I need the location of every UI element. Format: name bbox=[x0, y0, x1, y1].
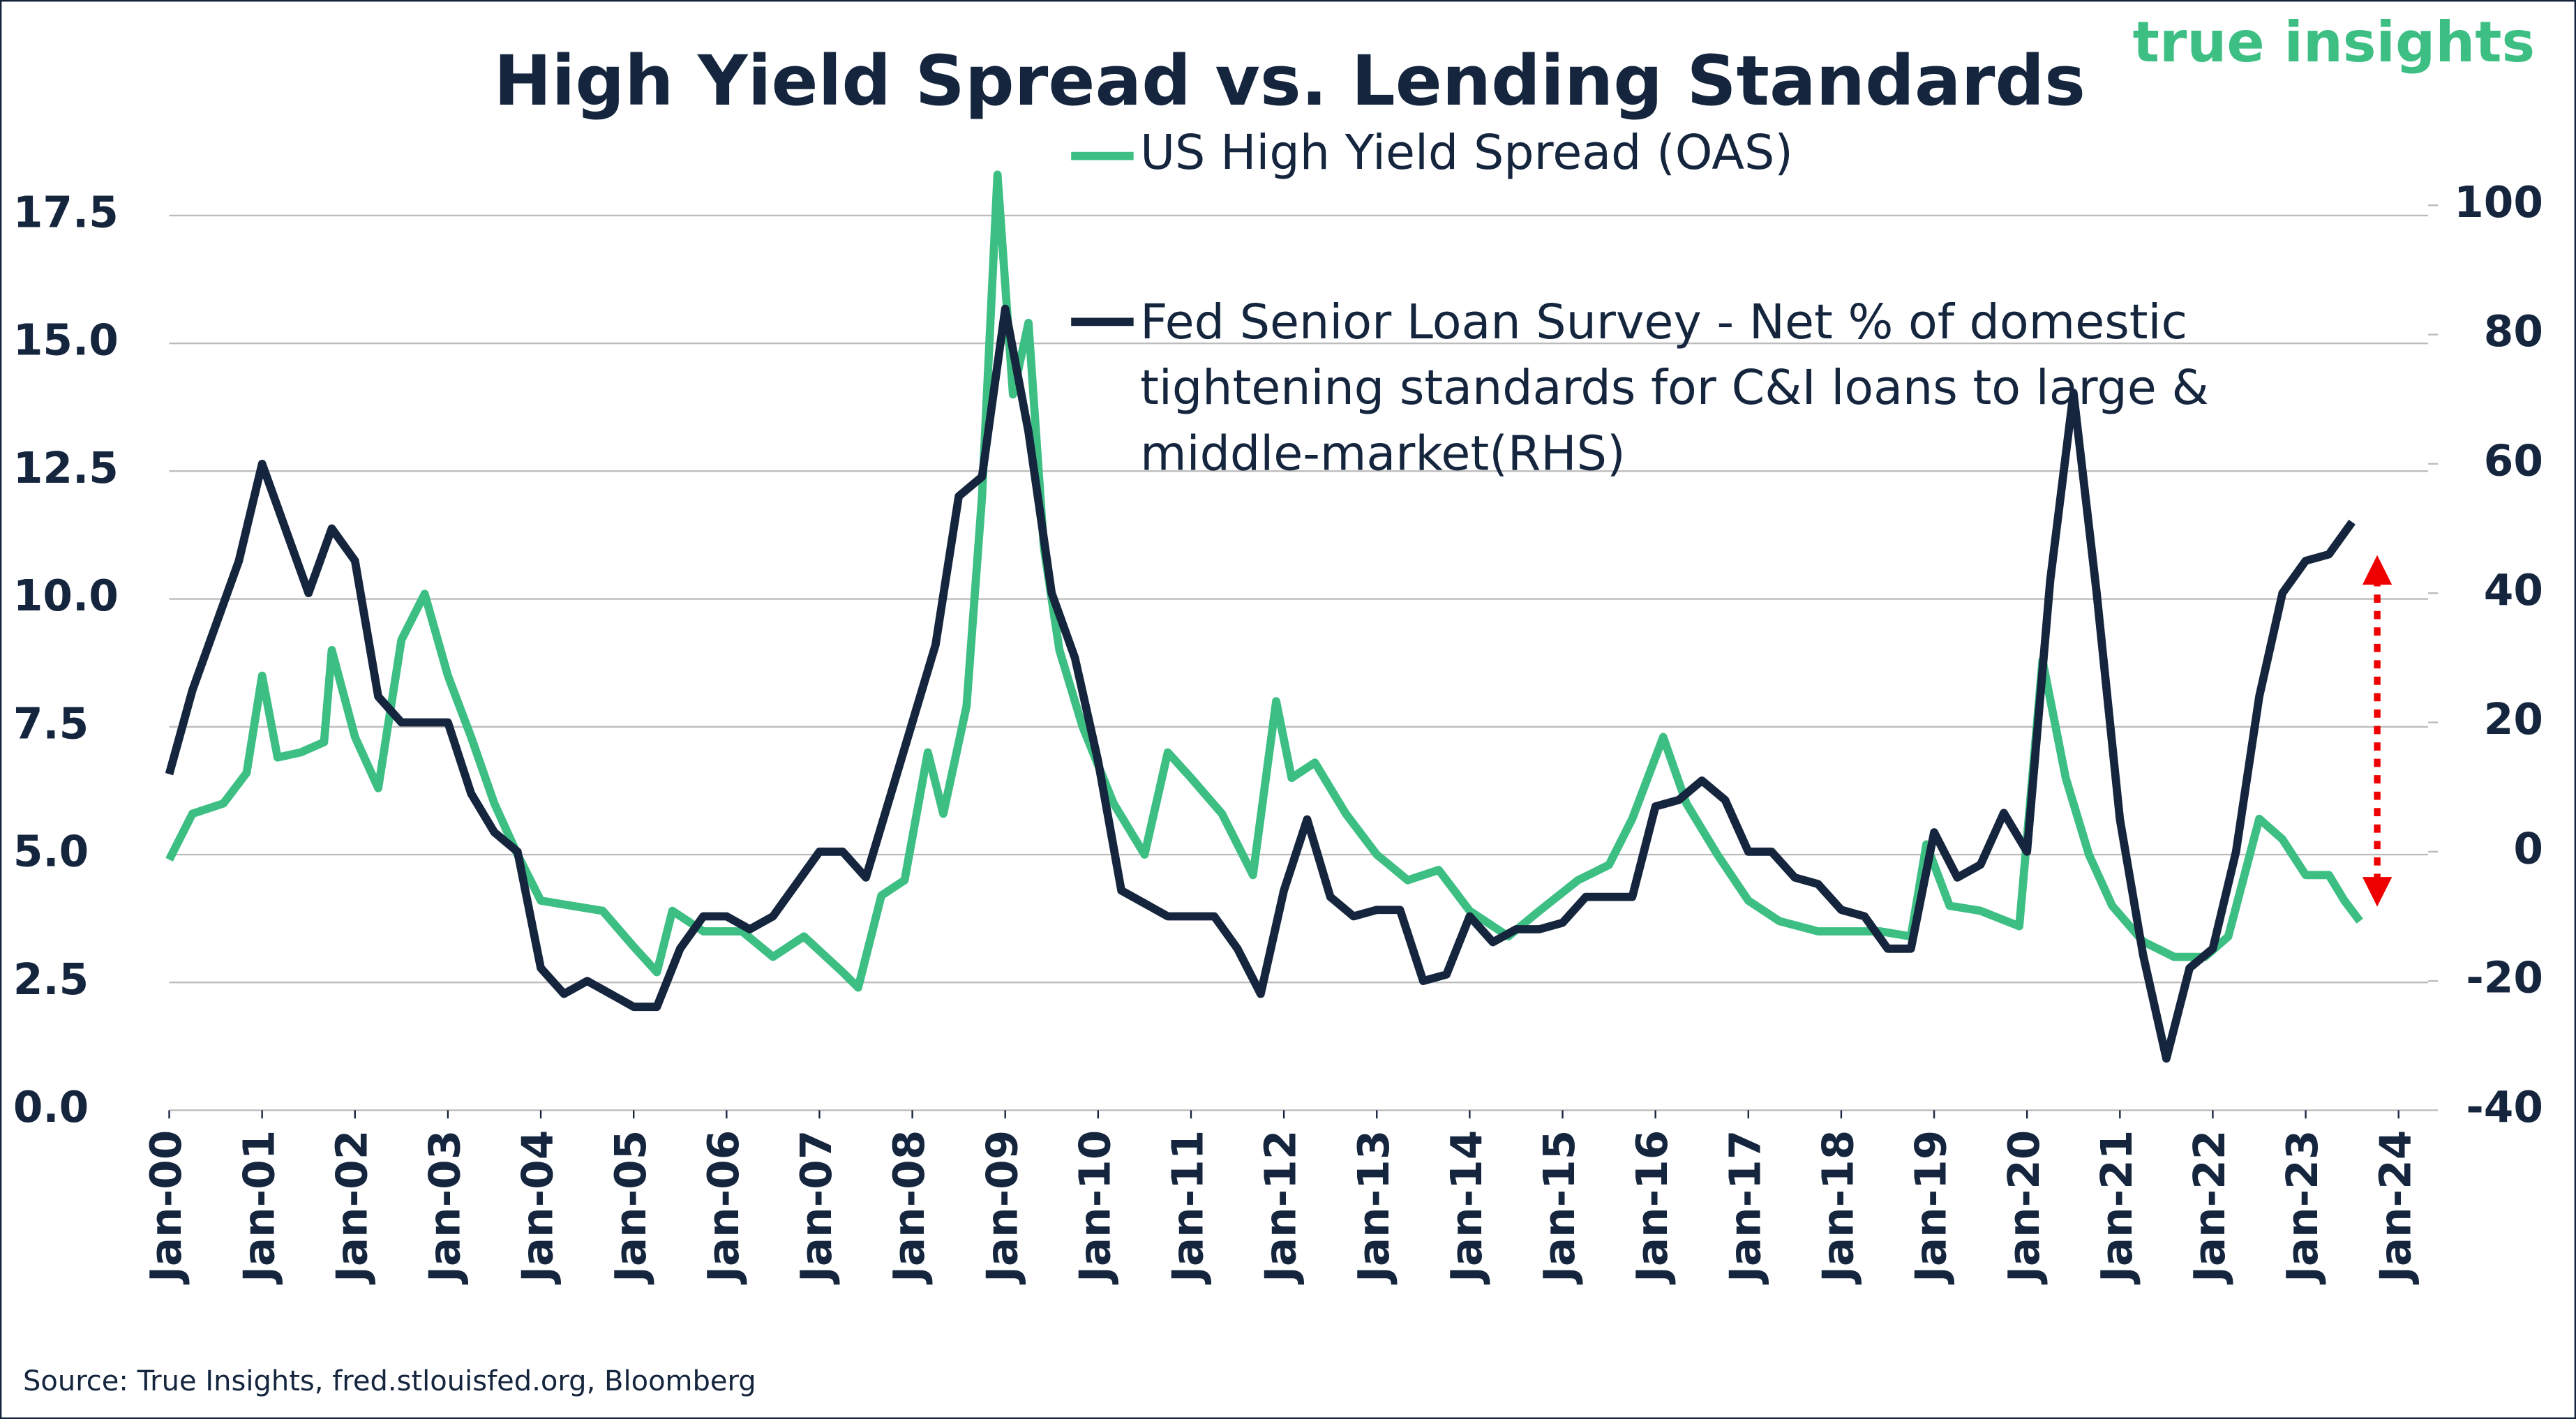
x-tick-label: Jan-23 bbox=[2278, 1130, 2328, 1285]
x-tick-label: Jan-15 bbox=[1535, 1130, 1585, 1285]
x-tick-label: Jan-04 bbox=[514, 1130, 563, 1285]
x-tick-label: Jan-10 bbox=[1070, 1130, 1120, 1285]
x-tick-label: Jan-08 bbox=[885, 1130, 934, 1285]
series-line bbox=[165, 170, 2363, 992]
y-tick-label: 7.5 bbox=[13, 699, 89, 749]
y-tick-label: 12.5 bbox=[13, 444, 119, 493]
x-tick-label: Jan-13 bbox=[1349, 1130, 1399, 1285]
x-tick-label: Jan-01 bbox=[234, 1130, 284, 1285]
brand: true insights bbox=[2133, 10, 2536, 75]
x-tick-label: Jan-14 bbox=[1442, 1130, 1492, 1285]
y2-tick-label: 80 bbox=[2484, 307, 2543, 356]
y-tick-label: 10.0 bbox=[13, 571, 119, 621]
x-tick-label: Jan-02 bbox=[327, 1130, 377, 1285]
x-tick-label: Jan-19 bbox=[1907, 1130, 1956, 1285]
y-tick-label: 5.0 bbox=[13, 827, 89, 877]
y2-tick-label: -40 bbox=[2466, 1083, 2543, 1132]
x-tick-label: Jan-21 bbox=[2092, 1130, 2142, 1285]
x-tick-label: Jan-22 bbox=[2185, 1130, 2235, 1285]
y2-tick-label: -20 bbox=[2466, 954, 2543, 1003]
legend-label: Fed Senior Loan Survey - Net % of domest… bbox=[1140, 294, 2209, 481]
x-tick-label: Jan-18 bbox=[1814, 1130, 1864, 1285]
lines bbox=[165, 170, 2363, 1063]
x-tick-label: Jan-07 bbox=[792, 1130, 841, 1285]
x-tick-label: Jan-17 bbox=[1721, 1130, 1770, 1285]
x-tick-label: Jan-24 bbox=[2371, 1130, 2420, 1285]
chart-title: High Yield Spread vs. Lending Standards bbox=[494, 41, 2085, 121]
legend-label: US High Yield Spread (OAS) bbox=[1140, 126, 1793, 181]
y-tick-label: 0.0 bbox=[13, 1083, 89, 1132]
x-tick-label: Jan-11 bbox=[1164, 1130, 1213, 1285]
y2-tick-label: 20 bbox=[2484, 695, 2543, 744]
y2-tick-label: 0 bbox=[2513, 824, 2543, 873]
series-line bbox=[165, 304, 2356, 1063]
y2-tick-label: 100 bbox=[2454, 178, 2543, 227]
source: Source: True Insights, fred.stlouisfed.o… bbox=[23, 1365, 756, 1397]
x-tick-label: Jan-00 bbox=[142, 1130, 191, 1285]
y2-tick-label: 60 bbox=[2484, 436, 2543, 486]
y-tick-label: 17.5 bbox=[13, 188, 119, 238]
x-tick-label: Jan-06 bbox=[699, 1130, 749, 1285]
x-tick-label: Jan-12 bbox=[1257, 1130, 1306, 1285]
x-tick-label: Jan-09 bbox=[978, 1130, 1027, 1285]
x-tick-label: Jan-16 bbox=[1628, 1130, 1677, 1285]
y-tick-label: 2.5 bbox=[13, 955, 89, 1005]
y-tick-label: 15.0 bbox=[13, 316, 119, 366]
x-tick-label: Jan-05 bbox=[606, 1130, 656, 1285]
y2-tick-label: 40 bbox=[2484, 566, 2543, 615]
x-tick-label: Jan-20 bbox=[2000, 1130, 2049, 1285]
annotation-arrow bbox=[2362, 555, 2392, 907]
x-tick-label: Jan-03 bbox=[421, 1130, 470, 1285]
grid: 0.0 2.5 5.0 7.5 10.0 12.5 15.0 17.5 -40 -20 0 20 40 6… bbox=[13, 178, 2543, 1285]
